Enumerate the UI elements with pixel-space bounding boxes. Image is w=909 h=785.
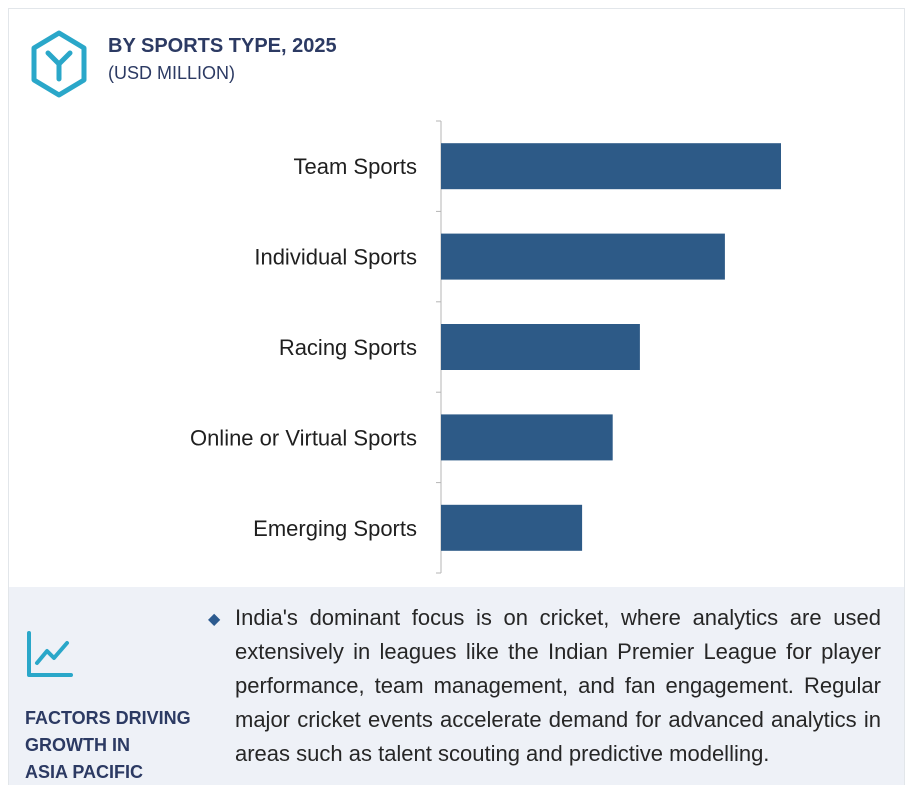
bar	[441, 233, 725, 280]
factors-heading-line: ASIA PACIFIC	[25, 762, 144, 782]
bar-chart: Team Sports Individual Sports Racing Sport…	[190, 120, 781, 574]
chart-card: BY SPORTS TYPE, 2025 (USD MILLION) Team …	[8, 8, 905, 785]
bar	[441, 143, 781, 190]
chart-subtitle: (USD MILLION)	[108, 63, 236, 83]
factors-text: India's dominant focus is on cricket, wh…	[235, 605, 881, 766]
trend-chart-icon	[27, 631, 73, 677]
category-label: Emerging Sports	[253, 516, 417, 541]
factors-heading-line: FACTORS DRIVING	[25, 708, 191, 728]
category-label: Online or Virtual Sports	[190, 425, 417, 450]
factors-heading-line: GROWTH IN	[25, 735, 130, 755]
bar	[441, 504, 583, 551]
bar	[441, 414, 613, 461]
diamond-bullet-icon: ◆	[208, 611, 221, 628]
bar	[441, 324, 640, 370]
factors-heading: FACTORS DRIVING GROWTH IN ASIA PACIFIC	[25, 705, 215, 785]
category-label: Racing Sports	[279, 335, 417, 360]
category-label: Team Sports	[294, 154, 418, 179]
chart-title: BY SPORTS TYPE, 2025	[108, 35, 337, 57]
factors-panel: FACTORS DRIVING GROWTH IN ASIA PACIFIC ◆…	[9, 587, 904, 785]
hexagon-y-logo-icon	[31, 30, 87, 98]
category-label: Individual Sports	[254, 245, 417, 270]
